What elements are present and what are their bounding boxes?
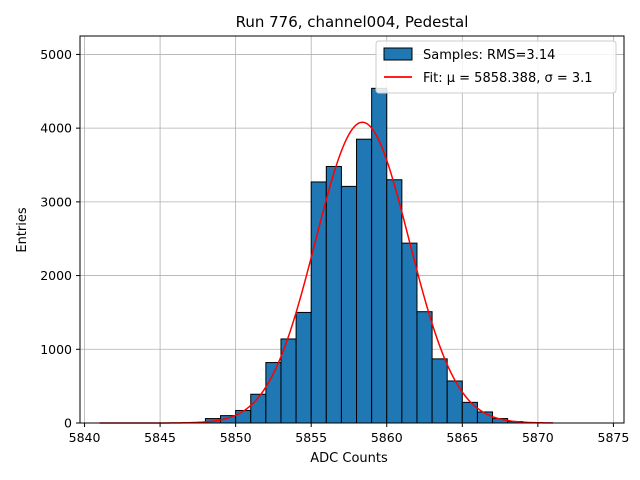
y-axis-ticks: 0 1000 2000 3000 4000 5000 [40, 47, 80, 431]
plot-frame [79, 35, 625, 424]
x-tick-label: 5860 [371, 430, 403, 445]
x-tick-label: 5845 [144, 430, 176, 445]
histogram-bar [310, 181, 327, 424]
y-tick-label: 4000 [40, 121, 72, 136]
x-axis-ticks: 5840 5845 5850 5855 5860 5865 5870 5875 [69, 423, 630, 445]
x-tick-label: 5870 [522, 430, 554, 445]
histogram-bar [235, 409, 252, 424]
histogram-bar [295, 311, 312, 424]
x-tick-label: 5855 [295, 430, 327, 445]
histogram-bar [356, 138, 373, 424]
y-tick-label: 2000 [40, 268, 72, 283]
x-tick-label: 5875 [598, 430, 630, 445]
y-tick-label: 5000 [40, 47, 72, 62]
x-tick-label: 5850 [220, 430, 252, 445]
legend: Samples: RMS=3.14 Fit: μ = 5858.388, σ =… [375, 40, 617, 94]
legend-bar-swatch [383, 47, 413, 61]
histogram-bar [431, 358, 448, 424]
histogram-bar [265, 362, 282, 424]
y-tick-label: 3000 [40, 194, 72, 209]
legend-fit-label: Fit: μ = 5858.388, σ = 3.1 [423, 71, 593, 86]
x-axis-label: ADC Counts [310, 451, 388, 466]
x-tick-label: 5865 [446, 430, 478, 445]
histogram-bar [340, 185, 358, 424]
histogram-bar [416, 311, 433, 424]
x-tick-label: 5840 [69, 430, 101, 445]
histogram-bar [401, 242, 418, 424]
histogram-bar [386, 179, 403, 424]
y-tick-label: 0 [64, 416, 72, 431]
histogram-bar [325, 165, 342, 424]
y-tick-label: 1000 [40, 342, 72, 357]
chart-title: Run 776, channel004, Pedestal [236, 13, 469, 31]
histogram-bar [446, 380, 463, 424]
legend-samples-label: Samples: RMS=3.14 [423, 48, 555, 63]
legend-box [375, 40, 617, 94]
histogram-bar [371, 87, 388, 424]
y-axis-label: Entries [15, 207, 30, 253]
